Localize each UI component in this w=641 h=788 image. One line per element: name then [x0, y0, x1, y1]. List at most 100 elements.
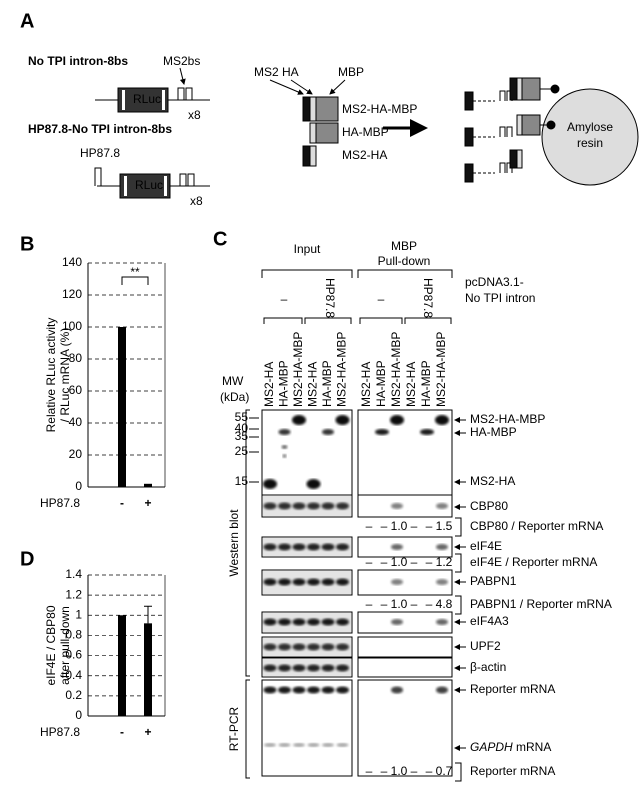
condition-label: – [281, 292, 288, 306]
panel-label: D [20, 548, 34, 570]
band [278, 743, 291, 747]
lane-label: MS2-HA-MBP [291, 332, 305, 407]
band [263, 686, 277, 694]
blot-bg [263, 659, 351, 676]
method-label: RT-PCR [227, 706, 241, 751]
bar [118, 615, 126, 716]
band [336, 743, 349, 747]
gene-name: GAPDH [470, 740, 513, 754]
blot-panel [357, 494, 453, 518]
mw-label: 40 [235, 421, 249, 435]
band [436, 544, 448, 550]
band [292, 502, 306, 510]
blot-panel [261, 679, 353, 777]
band [278, 543, 291, 551]
label: RLuc [133, 92, 161, 106]
significance-bracket [121, 276, 149, 285]
label: Amylose [567, 120, 613, 134]
mw-label: 15 [235, 474, 249, 488]
band [336, 543, 349, 551]
bar [144, 623, 152, 716]
quant-label: CBP80 / Reporter mRNA [470, 519, 603, 533]
quant-value: – [426, 764, 433, 778]
panel-label: C [213, 228, 227, 250]
blot-panel [357, 636, 453, 658]
bar [118, 327, 126, 487]
mw-label: 35 [235, 429, 249, 443]
method-label: Western blot [227, 509, 241, 577]
bracket [261, 269, 453, 278]
condition-label: – [378, 292, 385, 306]
bracket [263, 317, 452, 324]
band [307, 543, 320, 551]
blot-panel [261, 611, 353, 634]
lane-label: MS2-HA-MBP [389, 332, 403, 407]
band [264, 743, 276, 747]
y-tick-label: 0 [75, 708, 82, 722]
band [278, 429, 291, 435]
label: UPF2 [470, 639, 501, 653]
band [336, 664, 349, 672]
band [336, 618, 349, 626]
label: x8 [188, 108, 201, 122]
band [292, 543, 306, 551]
bracket [455, 762, 462, 782]
band [420, 429, 434, 435]
quant-value: – [366, 597, 373, 611]
label: MBP [338, 65, 364, 79]
y-tick-label: 1.2 [65, 587, 82, 601]
y-tick-label: 0.2 [65, 688, 82, 702]
y-tick-label: 0.4 [65, 668, 82, 682]
label: HP87.8 [80, 146, 120, 160]
mw-label: 55 [235, 410, 249, 424]
band-label: GAPDH mRNA [470, 740, 551, 754]
band [278, 686, 291, 694]
band [263, 578, 277, 586]
quant-value: – [426, 519, 433, 533]
x-tick-label: + [144, 496, 151, 510]
y-tick-label: 0.8 [65, 628, 82, 642]
blot-panel [261, 569, 353, 596]
band [307, 664, 320, 672]
band [292, 664, 306, 672]
lane-label: MS2-HA [359, 362, 373, 407]
band [278, 502, 291, 510]
band [391, 686, 403, 694]
label: MBP [391, 239, 417, 253]
quant-value: – [381, 555, 388, 569]
band [336, 578, 349, 586]
blot-panel [261, 409, 353, 496]
band [278, 618, 291, 626]
label: RLuc [135, 178, 163, 192]
blot-panel [357, 679, 453, 777]
quant-value: 1.2 [436, 555, 453, 569]
band [263, 502, 277, 510]
y-tick-label: 100 [62, 319, 82, 333]
panel-label: B [20, 233, 34, 255]
schematics [94, 67, 639, 199]
label: Reporter mRNA [470, 682, 555, 696]
lane-label: HA-MBP [277, 360, 291, 407]
lane-label: HA-MBP [419, 360, 433, 407]
band-label: mRNA [513, 740, 552, 754]
bracket [245, 409, 250, 779]
band [391, 544, 403, 550]
y-tick-label: 140 [62, 255, 82, 269]
blot-panel [357, 536, 453, 558]
condition-label: HP87.8 [323, 278, 337, 318]
quant-value: – [426, 555, 433, 569]
label: MS2-HA-MBP [470, 412, 545, 426]
annotation: ** [130, 265, 140, 279]
label: Input [294, 242, 321, 256]
band [307, 502, 320, 510]
label: HA [282, 65, 299, 79]
band [375, 429, 389, 435]
band [306, 479, 321, 489]
band [307, 686, 320, 694]
label: pcDNA3.1- [465, 275, 524, 289]
label: MS2-HA [342, 148, 387, 162]
y-axis-label: after pull-down [58, 606, 72, 685]
bracket [455, 517, 462, 537]
band [307, 618, 320, 626]
